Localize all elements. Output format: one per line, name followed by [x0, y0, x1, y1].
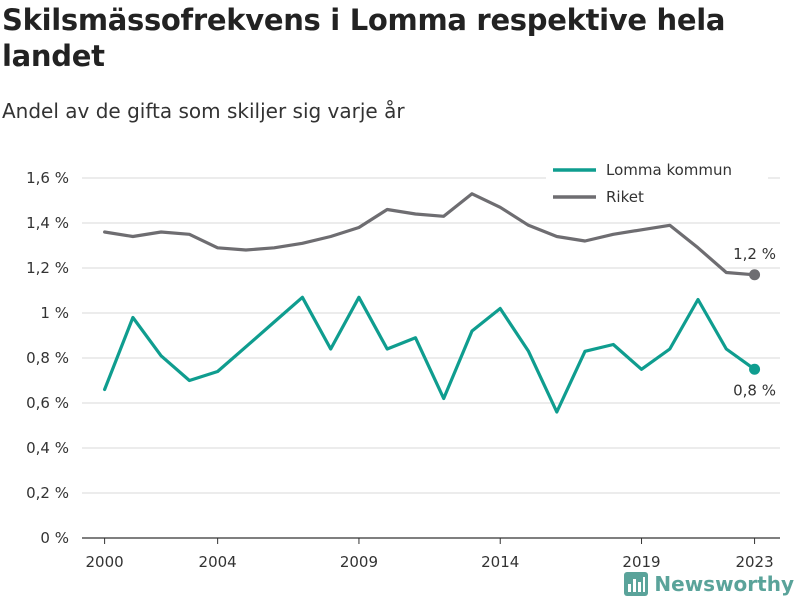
- x-tick-label: 2023: [735, 553, 773, 571]
- series-line-riket: [102, 192, 757, 277]
- series-line-lomma: [102, 295, 757, 414]
- x-axis-tick-labels: 2000 2004 2009 2014 2019 2023: [86, 538, 774, 571]
- series-endpoint-marker: [749, 269, 761, 281]
- legend-label: Lomma kommun: [606, 161, 732, 179]
- y-tick-label: 0,2 %: [26, 484, 69, 502]
- brand-footer: Newsworthy: [624, 572, 794, 596]
- series-endpoint-marker: [749, 363, 761, 375]
- x-tick-label: 2014: [481, 553, 519, 571]
- gridlines: [82, 177, 780, 539]
- y-axis-tick-labels: 0 % 0,2 % 0,4 % 0,6 % 0,8 % 1 % 1,2 % 1,4 % 1,6 …: [26, 169, 69, 547]
- brand-name: Newsworthy: [654, 572, 794, 596]
- x-tick-label: 2004: [199, 553, 237, 571]
- y-tick-label: 1,6 %: [26, 169, 69, 187]
- x-tick-label: 2000: [86, 553, 124, 571]
- legend-background: [546, 158, 768, 214]
- y-tick-label: 1,4 %: [26, 214, 69, 232]
- x-tick-label: 2019: [622, 553, 660, 571]
- x-tick-label: 2009: [340, 553, 378, 571]
- y-tick-label: 0,4 %: [26, 439, 69, 457]
- y-tick-label: 0,8 %: [26, 349, 69, 367]
- legend-label: Riket: [606, 188, 644, 206]
- series-end-label: 1,2 %: [733, 245, 776, 263]
- y-tick-label: 1 %: [40, 304, 69, 322]
- y-tick-label: 0 %: [40, 529, 69, 547]
- legend: Lomma kommun Riket: [546, 158, 768, 214]
- y-tick-label: 0,6 %: [26, 394, 69, 412]
- chart-title: Skilsmässofrekvens i Lomma respektive he…: [2, 3, 726, 73]
- newsworthy-logo-icon: [624, 572, 649, 596]
- series-end-label: 0,8 %: [733, 381, 776, 399]
- y-tick-label: 1,2 %: [26, 259, 69, 277]
- chart-subtitle: Andel av de gifta som skiljer sig varje …: [2, 99, 405, 123]
- series-lines: [102, 192, 757, 414]
- series-endpoints: 0,8 % 1,2 %: [733, 245, 776, 400]
